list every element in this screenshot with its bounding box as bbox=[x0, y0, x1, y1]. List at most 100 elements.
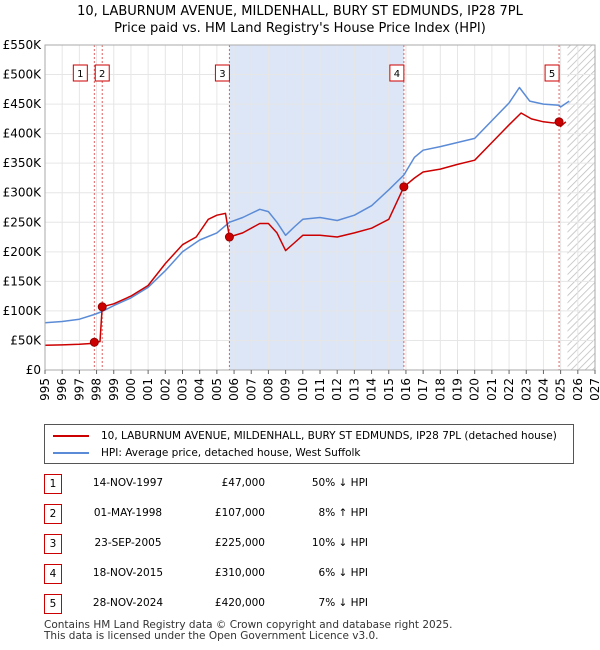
chart-title: 10, LABURNUM AVENUE, MILDENHALL, BURY ST… bbox=[77, 4, 523, 19]
table-row: 4 18-NOV-2015 £310,000 6% ↓ HPI bbox=[0, 564, 600, 584]
sale-badge-label: 1 bbox=[77, 69, 83, 80]
sale-point bbox=[224, 232, 234, 242]
sale-point bbox=[97, 302, 107, 312]
x-tick-label: 2021 bbox=[485, 378, 499, 400]
x-tick-label: 2005 bbox=[210, 378, 224, 400]
footer: Contains HM Land Registry data © Crown c… bbox=[44, 620, 452, 642]
sale-hpi-diff: 10% ↓ HPI bbox=[311, 537, 368, 549]
sale-point bbox=[554, 117, 564, 127]
x-tick-label: 2012 bbox=[330, 378, 344, 400]
legend-label-hpi: HPI: Average price, detached house, West… bbox=[101, 447, 361, 459]
hpi-line bbox=[44, 86, 570, 324]
sale-hpi-diff: 7% ↓ HPI bbox=[318, 597, 368, 609]
x-tick-label: 2007 bbox=[244, 378, 258, 400]
x-tick-label: 2018 bbox=[433, 378, 447, 400]
x-tick-label: 2026 bbox=[571, 378, 585, 400]
x-tick-label: 2006 bbox=[227, 378, 241, 400]
y-tick-label: £150K bbox=[3, 274, 43, 288]
sale-badge-label: 3 bbox=[219, 69, 225, 80]
x-tick-label: 2011 bbox=[313, 378, 327, 400]
sale-date: 01-MAY-1998 bbox=[93, 507, 163, 519]
x-tick-label: 2003 bbox=[176, 378, 190, 400]
sale-badge-label: 2 bbox=[99, 69, 105, 80]
sale-hpi-diff: 50% ↓ HPI bbox=[311, 477, 368, 489]
sale-date: 18-NOV-2015 bbox=[92, 567, 164, 579]
x-tick-label: 2025 bbox=[554, 378, 568, 400]
legend-item-hpi: HPI: Average price, detached house, West… bbox=[53, 446, 361, 460]
x-tick-label: 2008 bbox=[261, 378, 275, 400]
sale-badge-box bbox=[94, 64, 110, 82]
sale-badge-label: 5 bbox=[549, 69, 555, 80]
y-tick-label: £0 bbox=[26, 363, 41, 377]
legend-item-price: 10, LABURNUM AVENUE, MILDENHALL, BURY ST… bbox=[53, 429, 557, 443]
table-row: 1 14-NOV-1997 £47,000 50% ↓ HPI bbox=[0, 474, 600, 494]
x-tick-label: 2002 bbox=[158, 378, 172, 400]
sale-date: 14-NOV-1997 bbox=[92, 477, 164, 489]
sale-price: £47,000 bbox=[221, 477, 265, 489]
y-tick-label: £250K bbox=[3, 215, 43, 229]
sale-number-badge: 1 bbox=[44, 474, 62, 494]
sale-hpi-diff: 8% ↑ HPI bbox=[318, 507, 368, 519]
sale-badge-box bbox=[214, 64, 230, 82]
x-tick-label: 2009 bbox=[279, 378, 293, 400]
x-tick-label: 2014 bbox=[365, 378, 379, 400]
x-tick-label: 2020 bbox=[468, 378, 482, 400]
x-tick-label: 2013 bbox=[347, 378, 361, 400]
x-tick-label: 1997 bbox=[72, 378, 86, 400]
footer-copyright: Contains HM Land Registry data © Crown c… bbox=[44, 619, 453, 631]
x-tick-label: 1995 bbox=[38, 378, 52, 400]
sale-point bbox=[399, 182, 409, 192]
x-tick-label: 2004 bbox=[193, 378, 207, 400]
sale-price: £420,000 bbox=[214, 597, 265, 609]
shaded-period bbox=[229, 45, 404, 370]
x-tick-label: 2023 bbox=[519, 378, 533, 400]
y-tick-label: £500K bbox=[3, 68, 43, 82]
sale-number-badge: 2 bbox=[44, 504, 62, 524]
price-chart: 1 2 3 4 5 £0 £50K £100K £150K £200K £250K £300K £35… bbox=[3, 38, 600, 400]
sale-date: 28-NOV-2024 bbox=[92, 597, 164, 609]
legend-swatch-price bbox=[53, 435, 89, 437]
y-tick-label: £200K bbox=[3, 245, 43, 259]
x-tick-label: 2001 bbox=[141, 378, 155, 400]
table-row: 5 28-NOV-2024 £420,000 7% ↓ HPI bbox=[0, 594, 600, 614]
x-tick-label: 1996 bbox=[55, 378, 69, 400]
sale-price: £310,000 bbox=[214, 567, 265, 579]
legend-swatch-hpi bbox=[53, 452, 89, 454]
sale-number-badge: 4 bbox=[44, 564, 62, 584]
footer-license: This data is licensed under the Open Gov… bbox=[44, 630, 379, 642]
x-tick-label: 2010 bbox=[296, 378, 310, 400]
sale-number-badge: 5 bbox=[44, 594, 62, 614]
projection-area bbox=[567, 45, 595, 370]
x-tick-label: 2024 bbox=[536, 378, 550, 400]
y-tick-label: £300K bbox=[3, 186, 43, 200]
chart-legend: 10, LABURNUM AVENUE, MILDENHALL, BURY ST… bbox=[44, 424, 574, 464]
x-tick-label: 1999 bbox=[107, 378, 121, 400]
chart-subtitle: Price paid vs. HM Land Registry's House … bbox=[114, 21, 486, 36]
sale-badge-box bbox=[72, 64, 88, 82]
sale-badge-label: 4 bbox=[394, 69, 400, 80]
y-tick-label: £400K bbox=[3, 127, 43, 141]
y-tick-label: £100K bbox=[3, 304, 43, 318]
legend-label-price: 10, LABURNUM AVENUE, MILDENHALL, BURY ST… bbox=[101, 430, 557, 442]
sale-date: 23-SEP-2005 bbox=[94, 537, 162, 549]
x-tick-label: 2015 bbox=[382, 378, 396, 400]
price-paid-line bbox=[44, 112, 567, 346]
sale-point bbox=[89, 337, 99, 347]
sale-number-badge: 3 bbox=[44, 534, 62, 554]
y-tick-label: £550K bbox=[3, 38, 43, 52]
x-tick-label: 2016 bbox=[399, 378, 413, 400]
table-row: 2 01-MAY-1998 £107,000 8% ↑ HPI bbox=[0, 504, 600, 524]
sale-badge-box bbox=[544, 64, 560, 82]
x-tick-label: 2019 bbox=[451, 378, 465, 400]
sale-price: £107,000 bbox=[214, 507, 265, 519]
y-tick-label: £450K bbox=[3, 97, 43, 111]
x-tick-label: 2022 bbox=[502, 378, 516, 400]
sale-price: £225,000 bbox=[214, 537, 265, 549]
table-row: 3 23-SEP-2005 £225,000 10% ↓ HPI bbox=[0, 534, 600, 554]
x-tick-label: 2000 bbox=[124, 378, 138, 400]
sale-hpi-diff: 6% ↓ HPI bbox=[318, 567, 368, 579]
sale-badge-box bbox=[389, 64, 405, 82]
x-tick-label: 1998 bbox=[90, 378, 104, 400]
y-tick-label: £350K bbox=[3, 156, 43, 170]
x-tick-label: 2027 bbox=[588, 378, 600, 400]
